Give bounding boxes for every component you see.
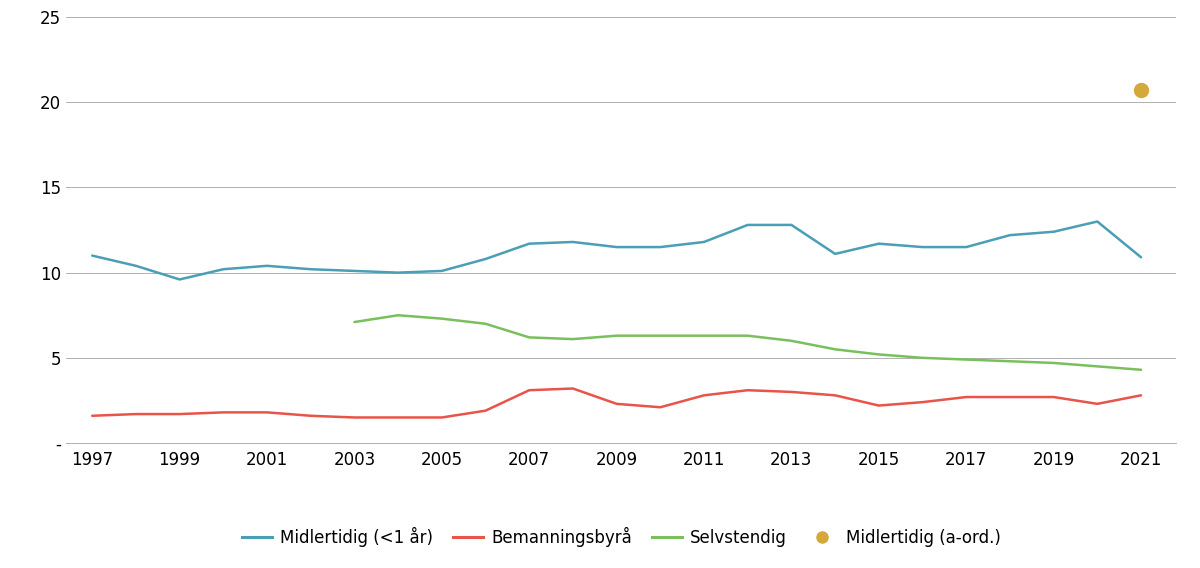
Legend: Midlertidig (<1 år), Bemanningsbyrå, Selvstendig, Midlertidig (a-ord.): Midlertidig (<1 år), Bemanningsbyrå, Sel… (235, 521, 1007, 554)
